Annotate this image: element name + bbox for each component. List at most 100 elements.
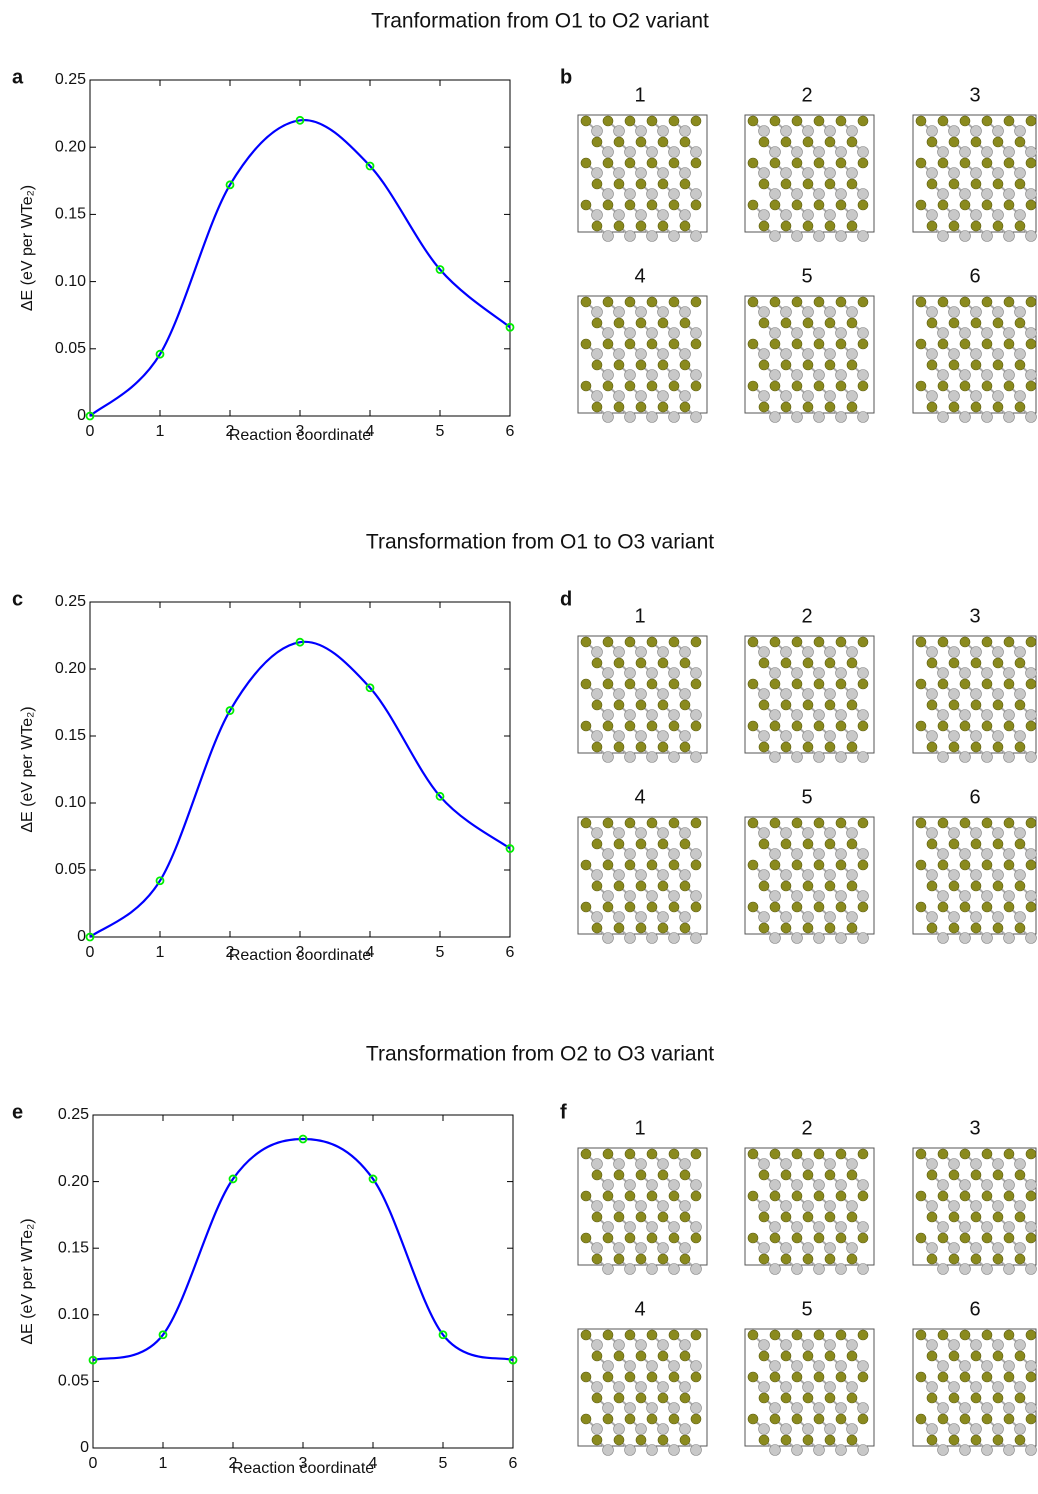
frame-number: 3 (969, 1117, 980, 1139)
atom-w (937, 411, 949, 423)
atom-w (959, 230, 971, 242)
atom-w (970, 1242, 982, 1254)
atom-w (857, 1402, 869, 1414)
atom-te (1025, 1148, 1037, 1160)
atom-te (780, 401, 792, 413)
atom-te (791, 1329, 803, 1341)
x-tick-label: 0 (86, 944, 95, 961)
atom-te (769, 720, 781, 732)
atom-te (646, 115, 658, 127)
x-tick-label: 2 (226, 944, 235, 961)
atom-w (791, 751, 803, 763)
atom-te (747, 1148, 759, 1160)
atom-te (948, 741, 960, 753)
atom-te (679, 1350, 691, 1362)
atom-te (937, 1329, 949, 1341)
atom-w (948, 167, 960, 179)
atom-w (846, 688, 858, 700)
atom-te (835, 859, 847, 871)
atom-te (824, 401, 836, 413)
atom-te (591, 401, 603, 413)
atom-te (679, 741, 691, 753)
atom-te (948, 1392, 960, 1404)
data-point (298, 1134, 308, 1144)
atom-w (948, 827, 960, 839)
atom-te (591, 1211, 603, 1223)
atom-w (959, 709, 971, 721)
atom-te (835, 1371, 847, 1383)
atom-te (747, 1190, 759, 1202)
y-tick-label: 0.05 (55, 340, 86, 357)
atom-w (992, 1200, 1004, 1212)
atom-te (747, 1232, 759, 1244)
atom-te (824, 317, 836, 329)
atom-te (624, 1232, 636, 1244)
atom-te (668, 199, 680, 211)
y-tick-label: 0.25 (55, 71, 86, 88)
atom-te (668, 720, 680, 732)
atom-te (1025, 678, 1037, 690)
atom-te (690, 636, 702, 648)
atom-w (937, 1263, 949, 1275)
atom-te (1014, 401, 1026, 413)
atom-w (835, 1221, 847, 1233)
atom-te (591, 880, 603, 892)
atom-te (580, 157, 592, 169)
atom-te (624, 1190, 636, 1202)
atom-w (1014, 125, 1026, 137)
atom-te (937, 817, 949, 829)
atom-w (824, 390, 836, 402)
atom-w (959, 667, 971, 679)
atom-te (791, 636, 803, 648)
atom-te (937, 157, 949, 169)
atom-w (926, 167, 938, 179)
atom-w (857, 932, 869, 944)
atom-te (780, 1211, 792, 1223)
atom-te (646, 817, 658, 829)
atom-w (981, 1179, 993, 1191)
atom-w (802, 125, 814, 137)
atom-te (948, 1350, 960, 1362)
atom-w (981, 709, 993, 721)
atom-w (646, 890, 658, 902)
atom-te (981, 678, 993, 690)
atom-w (857, 667, 869, 679)
atom-te (657, 741, 669, 753)
atom-te (835, 636, 847, 648)
atom-te (992, 1211, 1004, 1223)
atom-w (824, 1242, 836, 1254)
atom-te (635, 1169, 647, 1181)
atom-w (591, 209, 603, 221)
atom-w (624, 1360, 636, 1372)
structure-image (577, 635, 708, 763)
atom-te (747, 1413, 759, 1425)
atom-w (769, 1179, 781, 1191)
atom-te (824, 838, 836, 850)
atom-te (791, 1371, 803, 1383)
atom-w (769, 751, 781, 763)
atom-te (970, 741, 982, 753)
atom-w (1025, 1444, 1037, 1456)
atom-te (646, 1413, 658, 1425)
atom-w (758, 167, 770, 179)
atom-w (813, 1221, 825, 1233)
atom-te (613, 1211, 625, 1223)
x-tick-label: 2 (226, 423, 235, 440)
atom-w (613, 688, 625, 700)
atom-te (970, 178, 982, 190)
atom-te (846, 1350, 858, 1362)
atom-te (791, 817, 803, 829)
atom-te (657, 401, 669, 413)
atom-te (1003, 678, 1015, 690)
atom-te (813, 817, 825, 829)
atom-w (813, 1444, 825, 1456)
atom-te (758, 1392, 770, 1404)
atom-w (758, 125, 770, 137)
atom-te (780, 1169, 792, 1181)
atom-w (624, 230, 636, 242)
atom-w (857, 188, 869, 200)
atom-w (758, 688, 770, 700)
atom-w (624, 411, 636, 423)
atom-w (624, 667, 636, 679)
atom-w (857, 230, 869, 242)
